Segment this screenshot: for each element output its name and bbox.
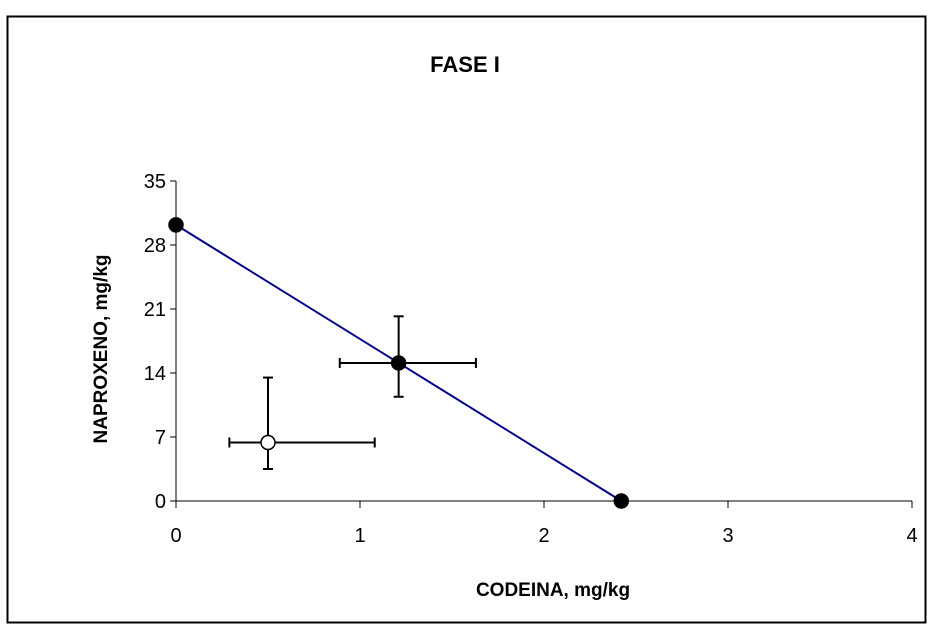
y-tick-label: 14 <box>144 363 166 385</box>
x-tick-label: 4 <box>906 525 917 547</box>
y-tick-label: 35 <box>144 171 166 193</box>
y-axis-label: NAPROXENO, mg/kg <box>91 255 112 444</box>
error-bars <box>228 315 477 470</box>
x-tick-label: 0 <box>170 525 181 547</box>
y-ticks: 0 7 14 21 28 35 <box>144 171 176 513</box>
data-points <box>168 217 630 509</box>
x-ticks: 0 1 2 3 4 <box>170 501 918 547</box>
data-point-open <box>260 434 276 451</box>
y-tick-label: 7 <box>155 427 166 449</box>
data-point-filled <box>613 493 630 509</box>
chart-title: FASE I <box>430 52 500 77</box>
y-tick-label: 0 <box>155 491 166 513</box>
x-axis-label: CODEINA, mg/kg <box>476 580 630 601</box>
y-tick-label: 21 <box>144 299 166 321</box>
data-point-filled <box>390 355 407 371</box>
chart-border <box>6 15 927 624</box>
x-tick-label: 1 <box>354 525 365 547</box>
y-axis: 0 7 14 21 28 35 <box>144 171 177 513</box>
x-tick-label: 3 <box>722 525 733 547</box>
data-point-filled <box>168 217 184 233</box>
y-tick-label: 28 <box>144 235 166 257</box>
x-axis: 0 1 2 3 4 <box>170 500 918 547</box>
x-tick-label: 2 <box>538 525 549 547</box>
